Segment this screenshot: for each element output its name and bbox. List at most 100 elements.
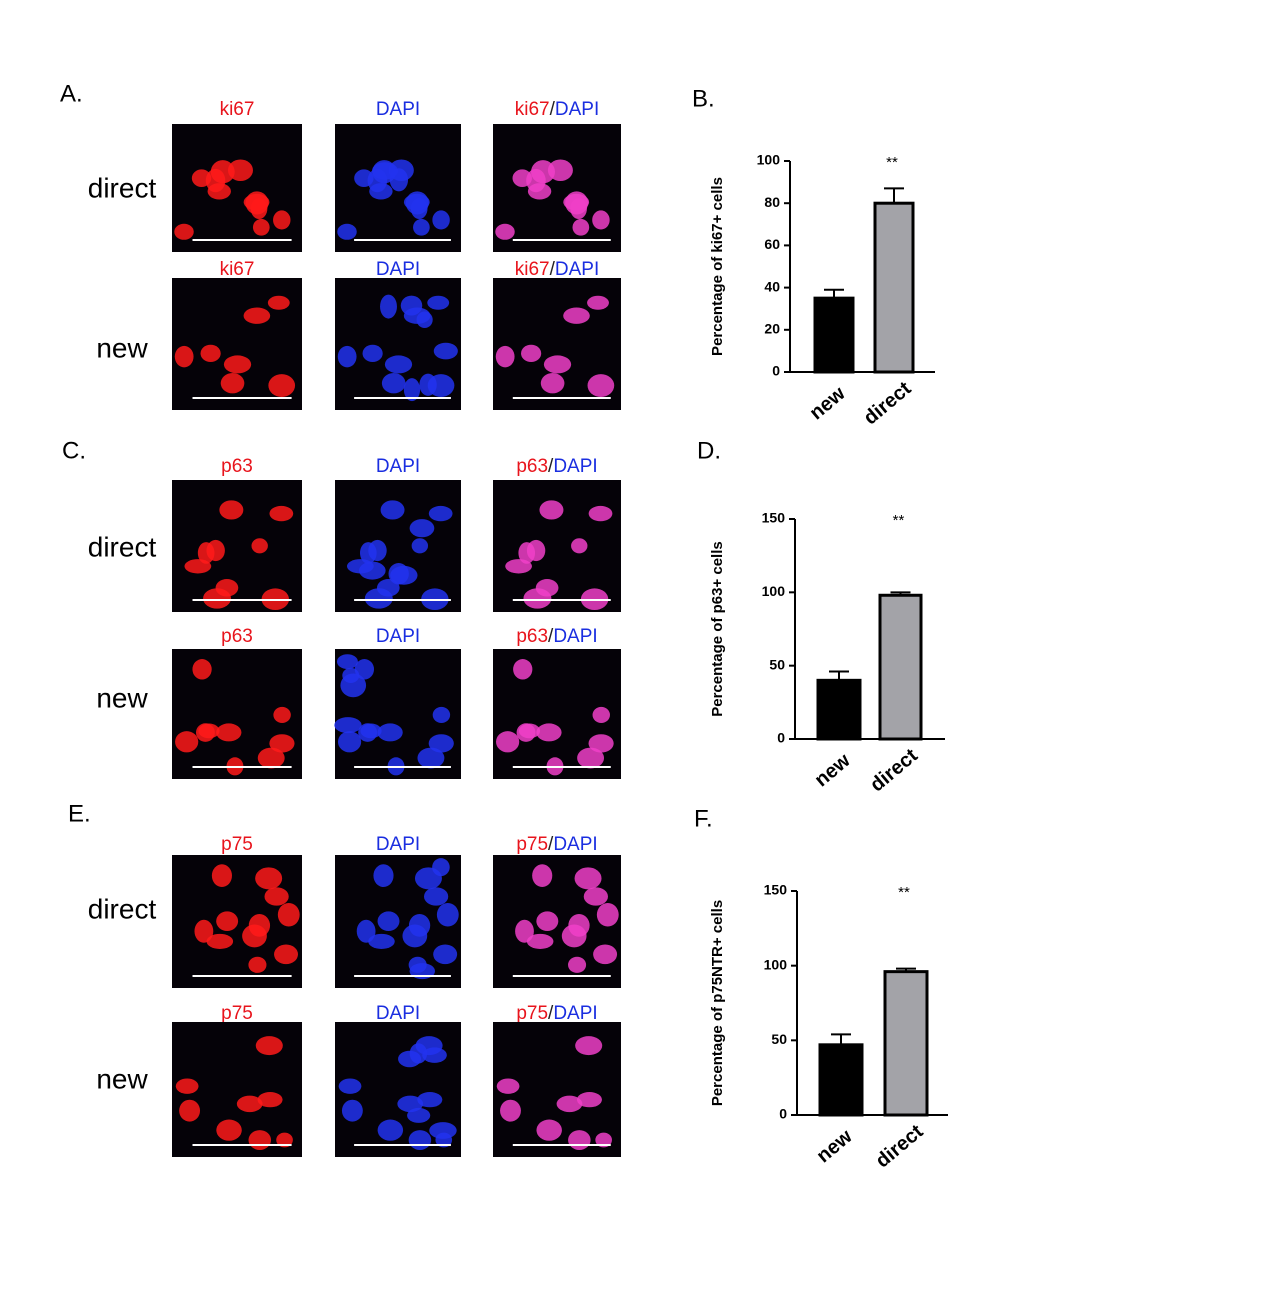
row-name: direct: [88, 172, 157, 203]
cell: [417, 747, 445, 769]
cell: [436, 902, 459, 927]
cell: [251, 538, 268, 554]
cell: [432, 210, 450, 230]
cell: [368, 539, 387, 562]
cell: [252, 218, 270, 236]
cell: [341, 1099, 363, 1122]
cell: [364, 588, 393, 609]
error-bar: [829, 670, 849, 681]
merge-label: ki67/DAPI: [515, 99, 600, 120]
cell: [377, 911, 400, 932]
cell: [211, 864, 232, 888]
error-bar: [884, 187, 904, 204]
cell: [268, 374, 296, 397]
bar: [818, 1043, 864, 1117]
cell: [568, 914, 590, 937]
cell: [354, 169, 374, 188]
cell: [432, 706, 451, 723]
y-tick-label: 150: [764, 882, 788, 898]
cell: [595, 1132, 612, 1148]
cell: [210, 160, 235, 184]
micrograph: [172, 480, 302, 612]
cell: [200, 344, 221, 363]
cell: [269, 734, 295, 753]
merge-label-part: DAPI: [555, 259, 599, 280]
cell: [531, 160, 555, 184]
cell: [495, 223, 515, 240]
bar: [878, 593, 923, 741]
cell: [206, 539, 225, 562]
channel-label: p75: [221, 1003, 253, 1024]
bar: [813, 296, 855, 374]
cell: [334, 717, 362, 734]
significance: **: [886, 154, 898, 171]
cell: [377, 1119, 404, 1141]
micrograph: [493, 480, 621, 612]
micrograph: [493, 1022, 621, 1157]
merge-label-part: /: [550, 99, 556, 120]
cell: [191, 169, 212, 188]
cell: [195, 723, 215, 742]
cell: [216, 723, 242, 742]
x-tick-label: new: [813, 1125, 857, 1167]
micrograph: [335, 480, 461, 612]
cell: [257, 1092, 283, 1108]
merge-label-part: /: [548, 456, 554, 477]
micrograph: [335, 855, 461, 988]
cell: [206, 933, 234, 950]
cell: [523, 588, 552, 609]
cell: [203, 588, 232, 609]
cell: [384, 355, 413, 374]
cell: [572, 218, 590, 236]
channel-label: DAPI: [376, 1003, 420, 1024]
micrograph: [493, 649, 621, 779]
cell: [273, 706, 291, 723]
cell: [536, 1119, 562, 1141]
cell: [512, 169, 532, 188]
cell: [368, 933, 395, 950]
cell: [248, 1130, 272, 1150]
micrograph: [335, 1022, 461, 1157]
micrograph: [335, 278, 461, 410]
channel-label: p63: [221, 626, 253, 647]
merge-label-part: p63: [516, 626, 548, 647]
cell: [513, 659, 533, 680]
channel-label: DAPI: [376, 456, 420, 477]
cell: [362, 344, 383, 363]
cell: [373, 864, 394, 888]
cell: [433, 944, 458, 965]
cell: [413, 218, 430, 236]
cell: [575, 1036, 603, 1056]
cell: [411, 538, 429, 554]
y-axis-label: Percentage of p75NTR+ cells: [709, 900, 726, 1106]
cell: [409, 519, 435, 538]
cell: [423, 887, 449, 906]
cell: [527, 183, 552, 200]
merge-label: ki67/DAPI: [515, 259, 600, 280]
cell: [422, 1047, 447, 1063]
error-bar: [824, 288, 844, 299]
merge-label-part: p75: [516, 1003, 548, 1024]
cell: [505, 559, 532, 574]
panel-letter: A.: [60, 80, 83, 107]
y-tick-label: 0: [777, 730, 785, 746]
merge-label: p63/DAPI: [516, 626, 597, 647]
channel-label: p75: [221, 834, 253, 855]
cell: [175, 731, 199, 753]
row-name: direct: [88, 531, 157, 562]
channel-label: DAPI: [376, 834, 420, 855]
cell: [264, 887, 289, 906]
cell: [248, 914, 271, 937]
cell: [592, 706, 610, 723]
y-tick-label: 100: [757, 152, 781, 168]
micrograph: [172, 124, 302, 252]
x-tick-label: direct: [866, 744, 922, 796]
panel-letter: C.: [62, 437, 86, 464]
merge-label-part: /: [548, 1003, 554, 1024]
panel-letter: D.: [697, 437, 721, 464]
cell: [592, 210, 610, 230]
bar: [873, 201, 915, 374]
y-tick-label: 40: [764, 278, 780, 294]
y-tick-label: 150: [762, 510, 786, 526]
cell: [380, 294, 397, 319]
